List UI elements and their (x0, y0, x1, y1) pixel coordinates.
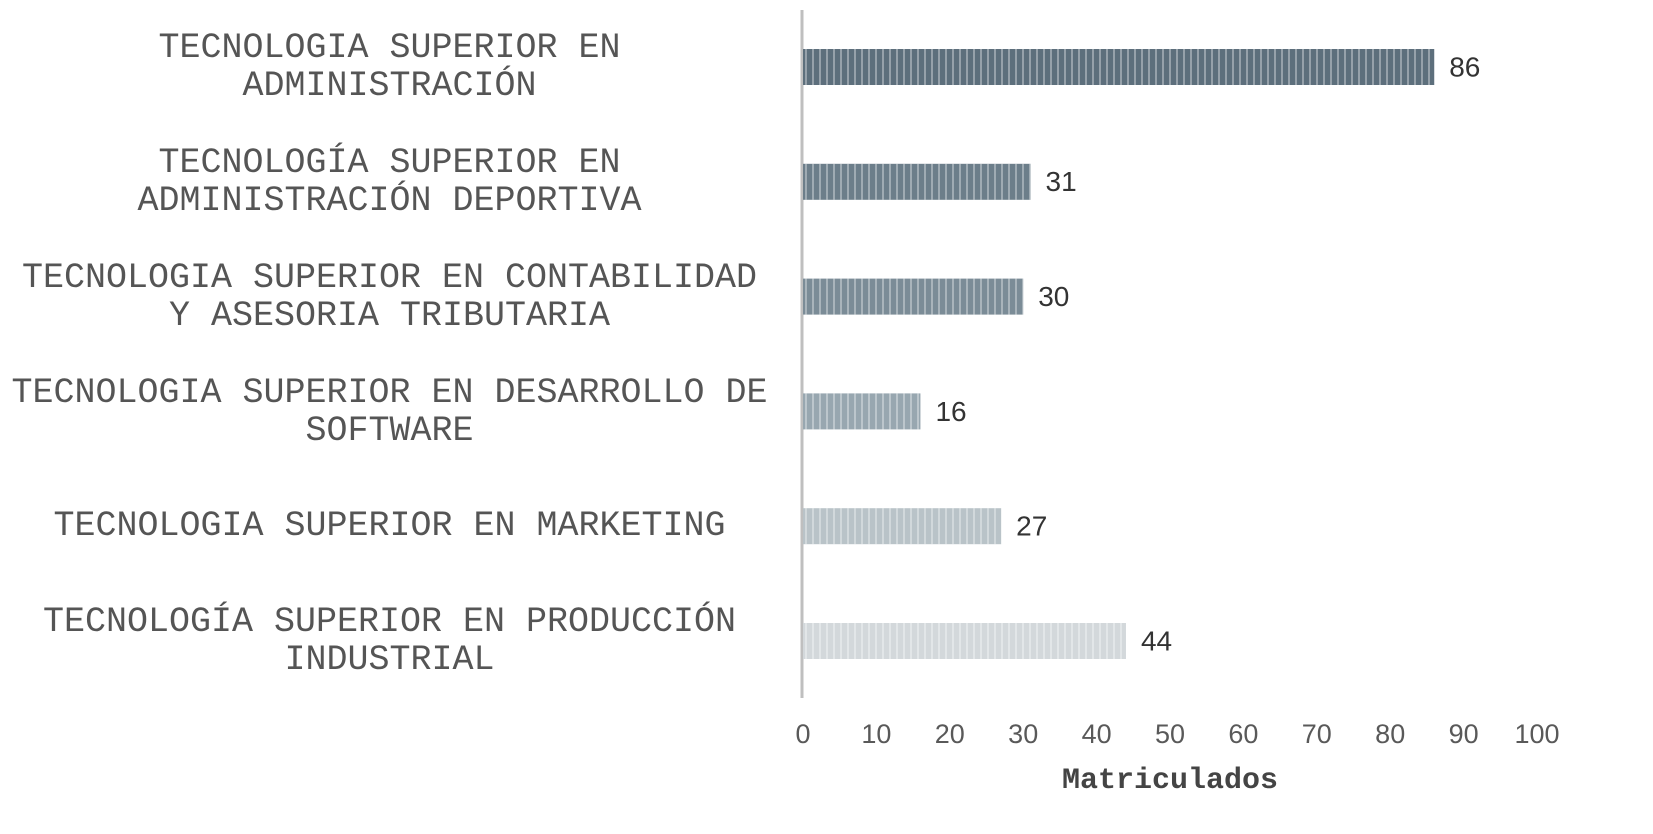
x-tick-label: 40 (1082, 719, 1112, 749)
bar-texture (803, 623, 1126, 659)
y-tick-label: TECNOLOGÍA SUPERIOR EN ADMINISTRACIÓN DE… (137, 142, 642, 221)
x-tick-label: 90 (1449, 719, 1479, 749)
x-tick-label: 20 (935, 719, 965, 749)
x-tick-label: 0 (795, 719, 810, 749)
x-tick-label: 100 (1514, 719, 1559, 749)
y-tick-label: TECNOLOGIA SUPERIOR EN MARKETING (53, 506, 726, 547)
x-tick-label: 50 (1155, 719, 1185, 749)
value-label: 16 (935, 396, 966, 427)
x-axis-title: Matriculados (1062, 764, 1278, 798)
bar-texture (803, 508, 1002, 545)
value-label: 86 (1449, 51, 1480, 82)
value-label: 44 (1141, 625, 1172, 656)
bar-texture (803, 278, 1024, 315)
bar-texture (803, 49, 1435, 85)
x-tick-label: 60 (1228, 719, 1258, 749)
x-tick-label: 30 (1008, 719, 1038, 749)
value-label: 27 (1016, 511, 1047, 542)
y-tick-label: TECNOLOGIA SUPERIOR EN ADMINISTRACIÓN (158, 28, 621, 107)
y-tick-label: TECNOLOGIA SUPERIOR EN CONTABILIDAD Y AS… (21, 257, 758, 336)
value-label: 30 (1038, 281, 1069, 312)
y-tick-label: TECNOLOGÍA SUPERIOR EN PRODUCCIÓN INDUST… (42, 602, 737, 681)
value-label: 31 (1046, 166, 1077, 197)
bar-texture (803, 163, 1031, 200)
y-tick-label: TECNOLOGIA SUPERIOR EN DESARROLLO DE SOF… (11, 372, 768, 451)
bar-texture (803, 393, 921, 430)
x-tick-label: 80 (1375, 719, 1405, 749)
x-tick-label: 70 (1302, 719, 1332, 749)
x-tick-label: 10 (861, 719, 891, 749)
